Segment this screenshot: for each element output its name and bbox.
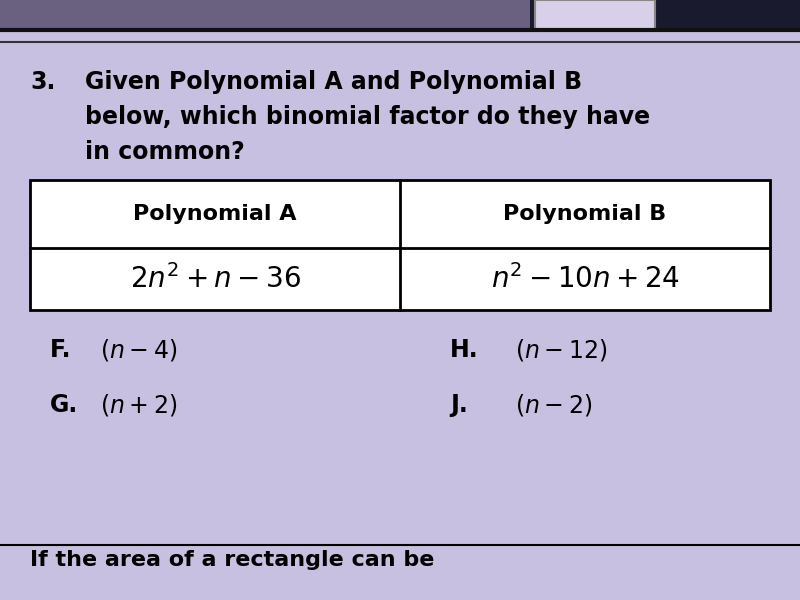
Text: 3.: 3. xyxy=(30,70,55,94)
Text: $2n^2 + n - 36$: $2n^2 + n - 36$ xyxy=(130,264,301,294)
Text: Polynomial B: Polynomial B xyxy=(503,204,666,224)
Text: $(n - 12)$: $(n - 12)$ xyxy=(515,337,607,363)
Text: $(n - 4)$: $(n - 4)$ xyxy=(100,337,178,363)
Text: G.: G. xyxy=(50,393,78,417)
Bar xyxy=(0,0,530,30)
Text: Given Polynomial A and Polynomial B: Given Polynomial A and Polynomial B xyxy=(85,70,582,94)
Text: $(n - 2)$: $(n - 2)$ xyxy=(515,392,592,418)
Text: F.: F. xyxy=(50,338,71,362)
Bar xyxy=(660,0,800,30)
Text: in common?: in common? xyxy=(85,140,245,164)
Bar xyxy=(535,0,655,30)
Text: If the area of a rectangle can be: If the area of a rectangle can be xyxy=(30,550,434,570)
Text: $n^2 - 10n + 24$: $n^2 - 10n + 24$ xyxy=(490,264,679,294)
Text: H.: H. xyxy=(450,338,478,362)
Bar xyxy=(30,180,770,310)
Text: below, which binomial factor do they have: below, which binomial factor do they hav… xyxy=(85,105,650,129)
Bar xyxy=(0,0,800,30)
Text: J.: J. xyxy=(450,393,468,417)
Text: $(n + 2)$: $(n + 2)$ xyxy=(100,392,178,418)
Text: Polynomial A: Polynomial A xyxy=(134,204,297,224)
